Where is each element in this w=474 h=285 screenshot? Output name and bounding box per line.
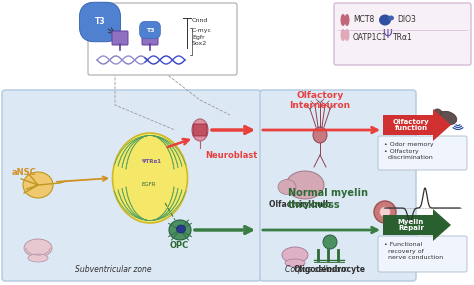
Ellipse shape [323,235,337,249]
Text: OPC: OPC [170,241,189,250]
Ellipse shape [285,259,305,267]
Text: aNSC: aNSC [12,168,37,177]
Text: Neuroblast: Neuroblast [205,151,257,160]
Ellipse shape [380,207,391,217]
Text: Olfactory
Interneuron: Olfactory Interneuron [290,91,351,110]
Text: OATP1C1: OATP1C1 [353,32,387,42]
FancyBboxPatch shape [193,124,207,136]
Text: Olfactory bulb: Olfactory bulb [269,200,331,209]
Text: Cnnd: Cnnd [192,18,209,23]
Text: T3: T3 [146,27,154,32]
Text: MCT8: MCT8 [353,15,374,25]
Polygon shape [383,209,451,241]
Text: Oligodendrocyte: Oligodendrocyte [294,265,366,274]
Ellipse shape [286,171,324,199]
Text: C-myc
Egfr
Sox2: C-myc Egfr Sox2 [192,28,212,46]
Ellipse shape [28,254,48,262]
FancyBboxPatch shape [378,136,467,170]
Text: • Functional
  recovery of
  nerve conduction: • Functional recovery of nerve conductio… [384,242,443,260]
Text: T3: T3 [95,17,105,27]
Ellipse shape [345,29,349,41]
FancyBboxPatch shape [260,90,416,281]
Ellipse shape [345,14,349,26]
Text: ΨTRα1: ΨTRα1 [142,159,162,164]
FancyBboxPatch shape [2,90,261,281]
Text: Subventricular zone: Subventricular zone [75,265,152,274]
Text: Normal myelin
thickness: Normal myelin thickness [288,188,368,210]
Ellipse shape [192,119,208,141]
Ellipse shape [313,127,327,143]
Ellipse shape [112,133,188,223]
Ellipse shape [278,180,296,194]
Polygon shape [383,109,451,141]
Text: TRα1: TRα1 [393,32,413,42]
FancyBboxPatch shape [334,3,471,65]
Ellipse shape [176,225,185,233]
Ellipse shape [169,220,191,240]
Text: Corpus callosum: Corpus callosum [285,265,348,274]
FancyBboxPatch shape [112,31,128,45]
Ellipse shape [23,172,53,198]
Ellipse shape [388,15,394,21]
Ellipse shape [24,239,52,257]
Ellipse shape [379,15,391,25]
FancyBboxPatch shape [378,236,467,272]
Text: Olfactory
function: Olfactory function [392,119,429,131]
Ellipse shape [437,111,457,125]
Ellipse shape [340,14,346,26]
FancyBboxPatch shape [88,3,237,75]
Text: Myelin
Repair: Myelin Repair [398,219,424,231]
Text: • Odor memory
• Olfactory
  discrimination: • Odor memory • Olfactory discrimination [384,142,434,160]
Text: Ψ: Ψ [382,27,392,40]
Ellipse shape [282,247,308,263]
Text: EGFR: EGFR [142,182,156,187]
FancyBboxPatch shape [142,31,158,45]
Text: DIO3: DIO3 [397,15,416,25]
Ellipse shape [374,201,396,223]
Ellipse shape [434,109,442,115]
Ellipse shape [340,29,346,41]
